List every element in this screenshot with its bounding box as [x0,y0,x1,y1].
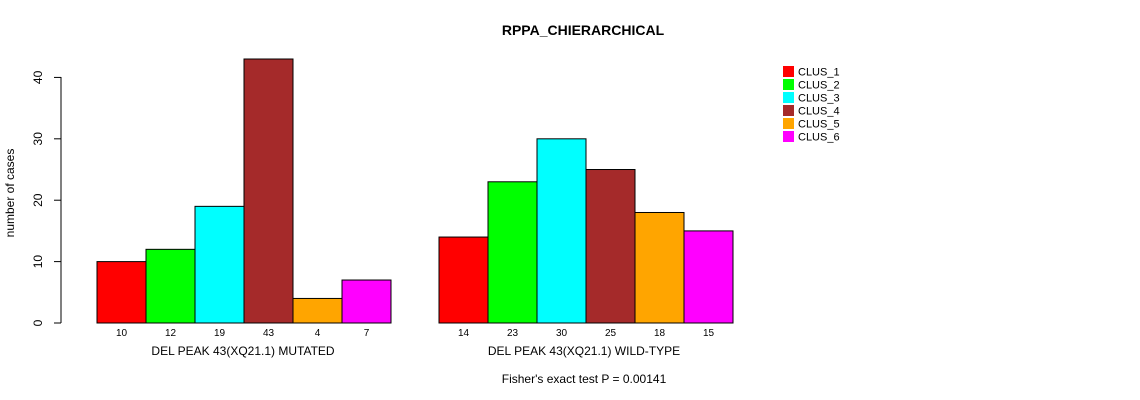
bar-value-label: 4 [315,328,321,339]
bar-value-label: 18 [654,328,666,339]
y-tick-label: 40 [31,70,45,84]
bar-wild-type-clus_4 [585,169,636,324]
bar-value-label: 25 [605,328,617,339]
legend-label-clus_1: CLUS_1 [798,67,840,79]
bar-value-label: 15 [703,328,715,339]
legend-label-clus_5: CLUS_5 [798,119,840,131]
y-tick-label: 30 [31,132,45,146]
legend-swatch-clus_2 [783,79,794,90]
fisher-test-note: Fisher's exact test P = 0.00141 [502,372,667,386]
y-tick-label: 20 [31,193,45,207]
legend-label-clus_6: CLUS_6 [798,132,840,144]
legend-label-clus_4: CLUS_4 [798,106,840,118]
bar-value-label: 7 [364,328,370,339]
bar-wild-type-clus_3 [536,138,587,324]
legend-swatch-clus_1 [783,66,794,77]
bar-wild-type-clus_2 [487,181,538,324]
bar-value-label: 43 [263,328,275,339]
bar-mutated-clus_2 [145,248,196,324]
y-axis-label: number of cases [3,149,17,238]
bar-value-label: 30 [556,328,568,339]
legend-swatch-clus_4 [783,105,794,116]
legend-label-clus_2: CLUS_2 [798,80,840,92]
legend-swatch-clus_3 [783,92,794,103]
bar-value-label: 19 [214,328,226,339]
group-label-mutated: DEL PEAK 43(XQ21.1) MUTATED [151,344,334,358]
bar-value-label: 12 [165,328,177,339]
bar-value-label: 10 [116,328,128,339]
bar-wild-type-clus_6 [683,230,734,324]
y-tick-label: 0 [31,319,45,326]
bar-wild-type-clus_1 [438,236,489,324]
chart-title: RPPA_CHIERARCHICAL [502,22,665,38]
legend-label-clus_3: CLUS_3 [798,93,840,105]
legend-swatch-clus_5 [783,118,794,129]
bar-wild-type-clus_5 [634,211,685,324]
bar-mutated-clus_1 [96,261,147,324]
group-label-wild-type: DEL PEAK 43(XQ21.1) WILD-TYPE [488,344,680,358]
bar-mutated-clus_6 [341,279,392,324]
bar-value-label: 23 [507,328,519,339]
legend-swatch-clus_6 [783,131,794,142]
bar-mutated-clus_3 [194,205,245,324]
bar-value-label: 14 [458,328,470,339]
bar-mutated-clus_4 [243,58,294,324]
bar-mutated-clus_5 [292,297,343,324]
y-tick-label: 10 [31,255,45,269]
